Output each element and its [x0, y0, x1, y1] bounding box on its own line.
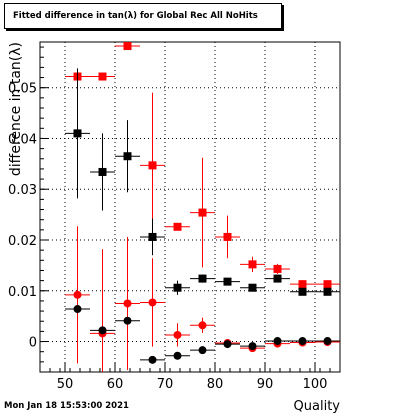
- plot-frame: [39, 41, 341, 373]
- data-point-square: [98, 72, 107, 81]
- y-tick-label: 0.05: [8, 82, 37, 97]
- data-point-circle: [73, 290, 82, 299]
- x-tick-label: 60: [107, 377, 124, 392]
- y-tick-label: 0.03: [8, 183, 37, 198]
- data-point-square: [148, 232, 157, 241]
- data-point-square: [248, 260, 257, 269]
- data-point-square: [123, 42, 132, 51]
- data-point-circle: [223, 340, 232, 349]
- chart-title: Fitted difference in tan(λ) for Global R…: [13, 11, 258, 21]
- data-point-square: [248, 283, 257, 292]
- data-point-square: [173, 283, 182, 292]
- x-tick-label: 90: [257, 377, 274, 392]
- data-point-circle: [123, 316, 132, 325]
- timestamp: Mon Jan 18 15:53:00 2021: [4, 401, 129, 411]
- y-tick-label: 0: [29, 336, 37, 351]
- data-layer: [65, 42, 340, 372]
- data-point-square: [148, 161, 157, 170]
- data-point-square: [298, 280, 307, 289]
- data-point-square: [198, 208, 207, 217]
- data-point-circle: [198, 321, 207, 330]
- data-point-square: [223, 277, 232, 286]
- data-point-circle: [273, 337, 282, 346]
- data-point-circle: [173, 330, 182, 339]
- x-tick-label: 50: [57, 377, 74, 392]
- data-point-square: [298, 287, 307, 296]
- data-point-square: [73, 129, 82, 138]
- data-point-square: [98, 167, 107, 176]
- chart-title-box: Fitted difference in tan(λ) for Global R…: [4, 3, 282, 29]
- data-point-circle: [148, 298, 157, 307]
- x-axis-label: Quality: [294, 399, 341, 414]
- data-point-circle: [73, 305, 82, 314]
- data-point-square: [198, 274, 207, 283]
- y-axis-label: difference in tan(λ): [8, 42, 24, 176]
- data-point-circle: [323, 337, 332, 346]
- data-point-square: [173, 222, 182, 231]
- y-tick-label: 0.01: [8, 285, 37, 300]
- y-tick-label: 0.02: [8, 234, 37, 249]
- data-point-circle: [198, 346, 207, 355]
- x-tick-label: 70: [157, 377, 174, 392]
- data-point-square: [223, 232, 232, 241]
- data-point-square: [273, 264, 282, 273]
- data-point-circle: [98, 326, 107, 335]
- data-point-square: [123, 152, 132, 161]
- data-point-circle: [248, 342, 257, 351]
- data-point-circle: [148, 355, 157, 364]
- x-tick-label: 80: [207, 377, 224, 392]
- data-point-circle: [123, 299, 132, 308]
- data-point-square: [323, 287, 332, 296]
- y-tick-label: 0.04: [8, 132, 37, 147]
- data-point-circle: [298, 337, 307, 346]
- data-point-square: [273, 274, 282, 283]
- x-tick-label: 100: [303, 377, 328, 392]
- data-point-square: [323, 280, 332, 289]
- data-point-circle: [173, 351, 182, 360]
